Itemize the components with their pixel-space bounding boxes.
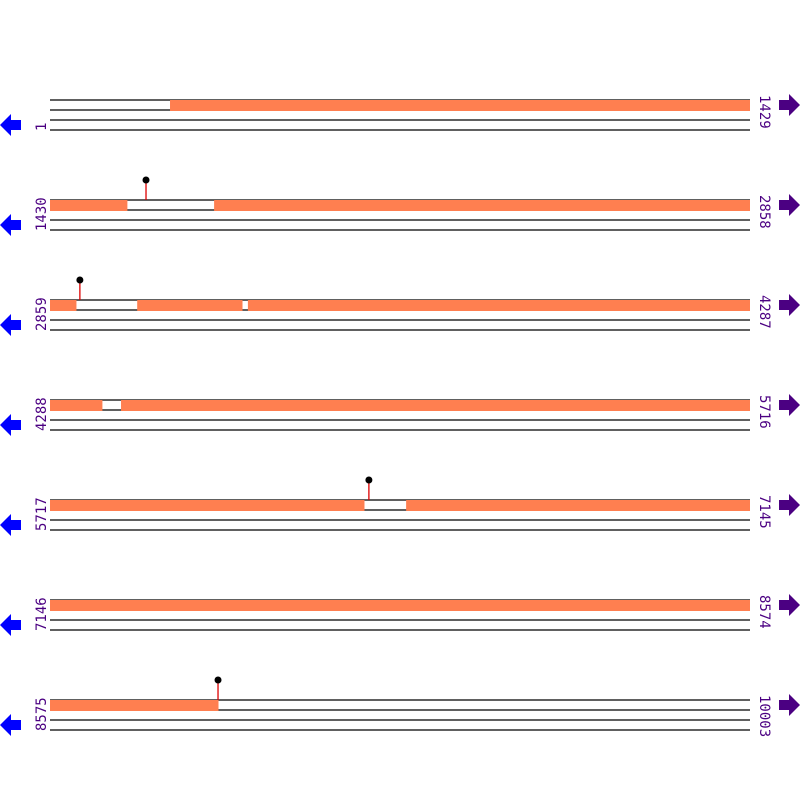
feature-segment[interactable]	[50, 200, 128, 211]
row-start-label: 1430	[34, 197, 50, 231]
row-end-label: 10003	[756, 695, 772, 737]
feature-segment[interactable]	[214, 200, 750, 211]
row-end-label: 8574	[756, 595, 772, 629]
row-end-label: 5716	[756, 395, 772, 429]
arrow-left-icon[interactable]	[0, 414, 21, 436]
arrow-right-icon[interactable]	[779, 694, 800, 716]
feature-segment[interactable]	[121, 400, 751, 411]
row-start-label: 1	[34, 123, 50, 131]
row-end-label: 1429	[756, 95, 772, 129]
track-row: 8575 10003	[0, 676, 800, 737]
track-row: 2859 4287	[0, 276, 800, 336]
marker-head[interactable]	[214, 676, 222, 684]
track-row: 1 1429	[0, 94, 800, 136]
feature-segment[interactable]	[50, 700, 219, 711]
marker-head[interactable]	[76, 276, 84, 284]
feature-segment[interactable]	[137, 300, 243, 311]
row-start-label: 7146	[34, 597, 50, 631]
row-start-label: 4288	[34, 397, 50, 431]
track-row: 7146 8574	[0, 594, 800, 636]
row-end-label: 4287	[756, 295, 772, 329]
arrow-right-icon[interactable]	[779, 94, 800, 116]
arrow-left-icon[interactable]	[0, 514, 21, 536]
feature-segment[interactable]	[50, 400, 103, 411]
feature-segment[interactable]	[50, 500, 365, 511]
arrow-left-icon[interactable]	[0, 214, 21, 236]
arrow-left-icon[interactable]	[0, 714, 21, 736]
track-row: 1430 2858	[0, 176, 800, 236]
row-start-label: 5717	[34, 497, 50, 531]
track-row: 4288 5716	[0, 394, 800, 436]
feature-segment[interactable]	[247, 300, 750, 311]
arrow-right-icon[interactable]	[779, 394, 800, 416]
feature-segment[interactable]	[50, 600, 750, 611]
track-row: 5717 7145	[0, 476, 800, 536]
arrow-right-icon[interactable]	[779, 294, 800, 316]
arrow-left-icon[interactable]	[0, 614, 21, 636]
arrow-left-icon[interactable]	[0, 114, 21, 136]
arrow-right-icon[interactable]	[779, 494, 800, 516]
marker-head[interactable]	[365, 476, 373, 484]
row-end-label: 7145	[756, 495, 772, 529]
row-start-label: 8575	[34, 697, 50, 731]
arrow-right-icon[interactable]	[779, 594, 800, 616]
arrow-right-icon[interactable]	[779, 194, 800, 216]
row-end-label: 2858	[756, 195, 772, 229]
marker-head[interactable]	[142, 176, 150, 184]
feature-segment[interactable]	[170, 100, 751, 111]
feature-segment[interactable]	[50, 300, 77, 311]
arrow-left-icon[interactable]	[0, 314, 21, 336]
feature-segment[interactable]	[406, 500, 750, 511]
row-start-label: 2859	[34, 297, 50, 331]
